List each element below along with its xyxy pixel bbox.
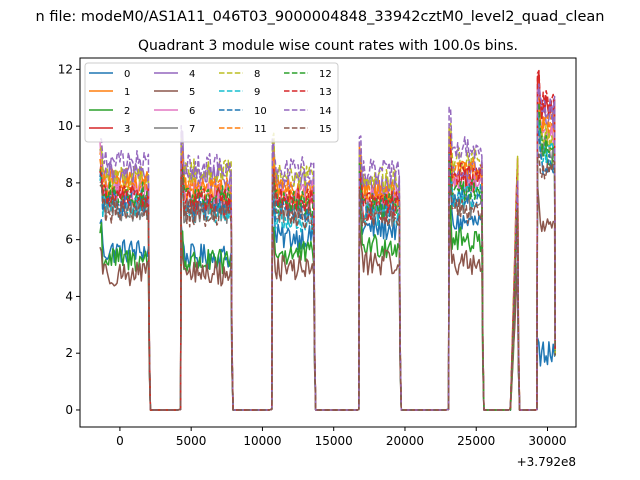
y-tick-label: 12 [58, 62, 73, 76]
legend-label-15: 15 [319, 124, 332, 135]
series-line-9 [99, 115, 556, 411]
x-tick-label: 25000 [457, 434, 495, 448]
x-axis: 0 5000 10000 15000 20000 25000 30000 [116, 427, 567, 448]
series-line-11 [99, 97, 556, 411]
legend-box [84, 62, 339, 143]
x-tick-label: 20000 [386, 434, 424, 448]
series-line-12 [99, 101, 556, 411]
legend-label-1: 1 [124, 87, 130, 98]
legend-label-3: 3 [124, 124, 130, 135]
x-tick-label: 5000 [176, 434, 207, 448]
series-line-8 [99, 107, 556, 411]
legend-label-12: 12 [319, 69, 332, 80]
legend-label-9: 9 [254, 87, 260, 98]
plot-lines [99, 69, 556, 411]
chart-suptitle: n file: modeM0/AS1A11_046T03_9000004848_… [36, 9, 605, 25]
legend-label-10: 10 [254, 106, 267, 117]
legend-label-14: 14 [319, 106, 332, 117]
legend-label-0: 0 [124, 69, 130, 80]
series-line-2 [99, 110, 556, 411]
y-axis: 0 2 4 6 8 10 12 [58, 62, 80, 417]
chart-title: Quadrant 3 module wise count rates with … [138, 38, 518, 54]
series-line-15 [99, 153, 556, 411]
x-axis-offset-label: +3.792e8 [517, 455, 576, 469]
series-line-5 [99, 183, 556, 411]
legend-label-6: 6 [189, 106, 195, 117]
x-tick-label: 30000 [528, 434, 566, 448]
y-tick-label: 4 [65, 289, 73, 303]
y-tick-label: 10 [58, 119, 73, 133]
x-tick-label: 10000 [243, 434, 281, 448]
series-line-10 [99, 125, 556, 411]
legend-label-2: 2 [124, 106, 130, 117]
y-tick-label: 2 [65, 346, 73, 360]
x-tick-label: 15000 [315, 434, 353, 448]
series-line-0 [99, 188, 556, 411]
legend-label-11: 11 [254, 124, 267, 135]
y-tick-label: 0 [65, 403, 73, 417]
legend-label-8: 8 [254, 69, 260, 80]
axes-frame [79, 57, 577, 428]
legend-label-5: 5 [189, 87, 195, 98]
y-tick-label: 6 [65, 233, 73, 247]
legend-label-4: 4 [189, 69, 195, 80]
legend-label-13: 13 [319, 87, 332, 98]
x-tick-label: 0 [116, 434, 124, 448]
y-tick-label: 8 [65, 176, 73, 190]
legend-label-7: 7 [189, 124, 195, 135]
series-line-7 [99, 117, 556, 411]
